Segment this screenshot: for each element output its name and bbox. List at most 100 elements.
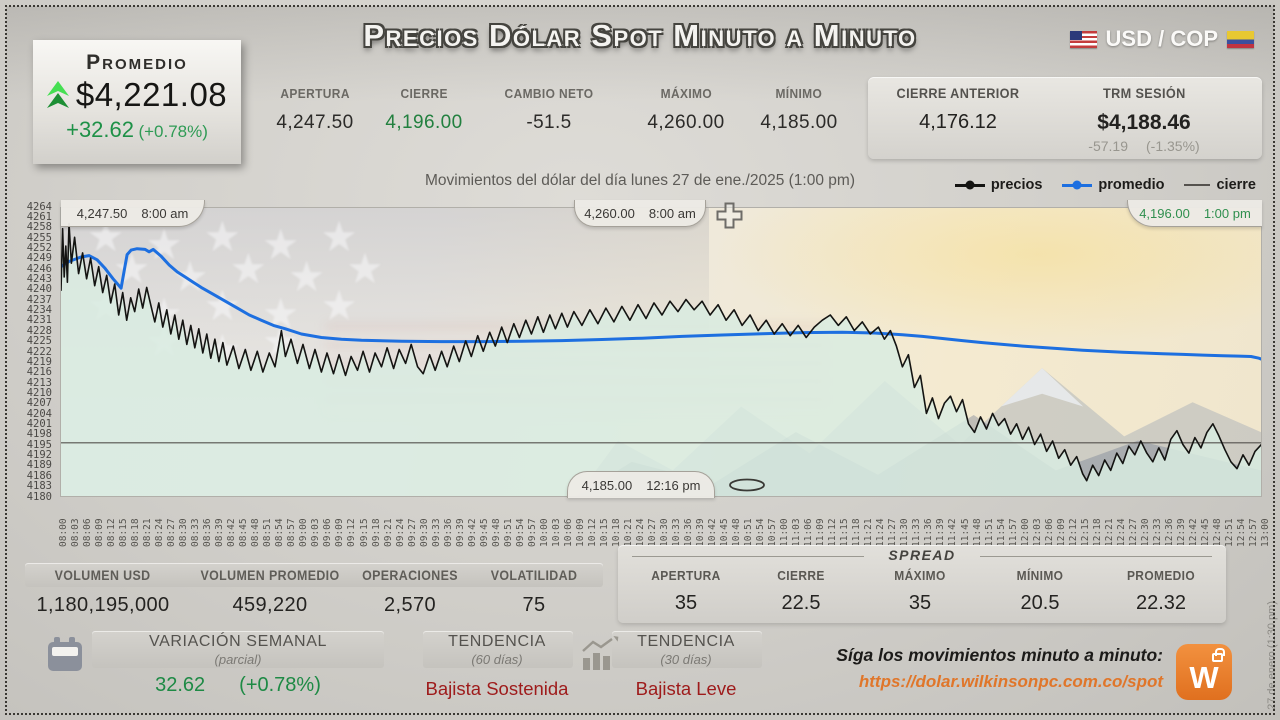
y-tick-label: 4258 <box>26 221 52 234</box>
x-tick-label: 09:33 <box>430 518 442 547</box>
x-tick-label: 09:54 <box>514 518 526 547</box>
annotation-time: 1:00 pm <box>1203 205 1251 221</box>
follow-block: Síga los movimientos minuto a minuto: ht… <box>836 645 1163 692</box>
x-tick-label: 09:57 <box>526 518 538 547</box>
x-tick-label: 08:42 <box>226 518 238 547</box>
stat-label: CIERRE <box>400 86 448 101</box>
x-tick-label: 11:24 <box>875 518 887 547</box>
tendencia-30-value: Bajista Leve <box>635 678 737 699</box>
cell-label: VARIACIÓN SEMANAL <box>149 633 327 650</box>
stat-value: 4,185.00 <box>760 112 838 133</box>
padlock-icon <box>1212 648 1225 662</box>
legend-label: promedio <box>1098 177 1165 193</box>
x-tick-label: 11:12 <box>827 518 839 547</box>
wilkinsonpc-logo: W <box>1176 644 1232 700</box>
y-tick-label: 4264 <box>26 200 52 213</box>
ellipse-icon <box>729 478 765 492</box>
x-tick-label: 08:06 <box>82 518 94 547</box>
flag-star-icon: ★ <box>320 213 358 261</box>
legend-item-cierre[interactable]: cierre <box>1184 177 1256 193</box>
spread-apertura: APERTURA 35 <box>648 567 723 615</box>
x-tick-label: 12:51 <box>1223 518 1235 547</box>
cell-label: TENDENCIA <box>448 633 546 650</box>
stat-value: $4,188.46 <box>1097 111 1191 134</box>
x-tick-label: 08:33 <box>190 518 202 547</box>
x-tick-label: 13:00 <box>1260 518 1271 547</box>
y-tick-label: 4243 <box>26 273 52 285</box>
pair-label: USD / COP <box>1105 26 1218 51</box>
x-tick-label: 11:57 <box>1007 518 1019 547</box>
x-tick-label: 08:36 <box>202 518 214 547</box>
promedio-change: +32.62 <box>66 117 134 142</box>
x-tick-label: 12:09 <box>1055 518 1067 547</box>
footer-label-strip <box>25 563 603 587</box>
y-tick-label: 4207 <box>26 397 52 410</box>
x-tick-label: 11:15 <box>839 518 851 547</box>
stat-cierre: CIERRE 4,196.00 <box>385 85 462 134</box>
promedio-change-pct: (+0.78%) <box>138 122 208 141</box>
stat-value: 35 <box>908 592 932 614</box>
spread-maximo: MÁXIMO 35 <box>892 567 948 615</box>
legend-label: precios <box>990 177 1043 193</box>
cell-sublabel: (60 días) <box>471 652 523 667</box>
x-tick-label: 11:21 <box>863 518 875 547</box>
stat-value: 2,570 <box>383 594 437 616</box>
follow-url-link[interactable]: https://dolar.wilkinsonpc.com.co/spot <box>858 672 1163 691</box>
x-tick-label: 09:42 <box>466 518 478 547</box>
spread-minimo: MÍNIMO 20.5 <box>1015 567 1066 615</box>
x-tick-label: 11:54 <box>995 518 1007 547</box>
x-tick-label: 09:15 <box>358 518 370 547</box>
x-tick-label: 09:51 <box>502 518 514 547</box>
trend-chart-icon <box>582 636 619 670</box>
annotation-open: 4,247.50 8:00 am <box>61 200 205 227</box>
logo-letter: W <box>1189 660 1219 695</box>
stat-value: -51.5 <box>526 112 572 133</box>
x-tick-label: 10:06 <box>562 518 574 547</box>
variacion-semanal-cell: VARIACIÓN SEMANAL (parcial) 32.62 (+0.78… <box>149 633 327 697</box>
legend-item-promedio[interactable]: promedio <box>1062 177 1164 193</box>
x-tick-label: 10:54 <box>755 518 767 547</box>
colombia-flag-icon <box>1227 30 1254 48</box>
annotation-close: 4,196.00 1:00 pm <box>1127 200 1262 227</box>
stat-label: VOLATILIDAD <box>490 568 578 583</box>
y-tick-label: 4183 <box>26 480 52 493</box>
x-tick-label: 09:45 <box>478 518 490 547</box>
y-tick-label: 4210 <box>26 386 52 399</box>
flag-star-icon: ★ <box>320 281 358 329</box>
x-tick-label: 08:30 <box>178 518 190 547</box>
follow-text: Síga los movimientos minuto a minuto: <box>836 645 1163 665</box>
stat-minimo: MÍNIMO 4,185.00 <box>760 85 837 134</box>
x-tick-label: 09:36 <box>442 518 454 547</box>
x-tick-label: 09:18 <box>370 518 382 547</box>
x-tick-label: 08:24 <box>154 518 166 547</box>
x-tick-label: 12:48 <box>1211 518 1223 547</box>
x-tick-label: 10:09 <box>574 518 586 547</box>
y-tick-label: 4219 <box>26 355 52 368</box>
x-tick-label: 12:54 <box>1235 518 1247 547</box>
stat-maximo: MÁXIMO 4,260.00 <box>647 85 724 134</box>
calendar-icon <box>48 637 82 671</box>
precios-area-fill <box>61 223 1261 496</box>
x-tick-label: 12:12 <box>1067 518 1079 547</box>
x-tick-label: 11:33 <box>911 518 923 547</box>
x-tick-label: 12:33 <box>1151 518 1163 547</box>
x-tick-label: 08:03 <box>70 518 82 547</box>
x-tick-label: 10:18 <box>610 518 622 547</box>
y-tick-label: 4180 <box>26 490 52 503</box>
label-strip <box>92 631 384 668</box>
x-tick-label: 12:39 <box>1175 518 1187 547</box>
x-tick-label: 11:06 <box>803 518 815 547</box>
spread-promedio: PROMEDIO 22.32 <box>1124 567 1198 615</box>
y-tick-label: 4246 <box>26 262 52 275</box>
x-tick-label: 09:21 <box>382 518 394 547</box>
annotation-time: 12:16 pm <box>646 477 701 493</box>
cell-sublabel: (parcial) <box>214 652 262 667</box>
flag-star-icon: ★ <box>287 253 326 301</box>
x-tick-label: 12:15 <box>1079 518 1091 547</box>
y-tick-label: 4228 <box>26 324 52 337</box>
currency-pair: USD / COP <box>1069 26 1254 52</box>
x-tick-label: 08:39 <box>214 518 226 547</box>
legend-item-precios[interactable]: precios <box>954 177 1043 193</box>
x-tick-label: 09:03 <box>310 518 322 547</box>
stat-label: MÁXIMO <box>660 86 712 101</box>
